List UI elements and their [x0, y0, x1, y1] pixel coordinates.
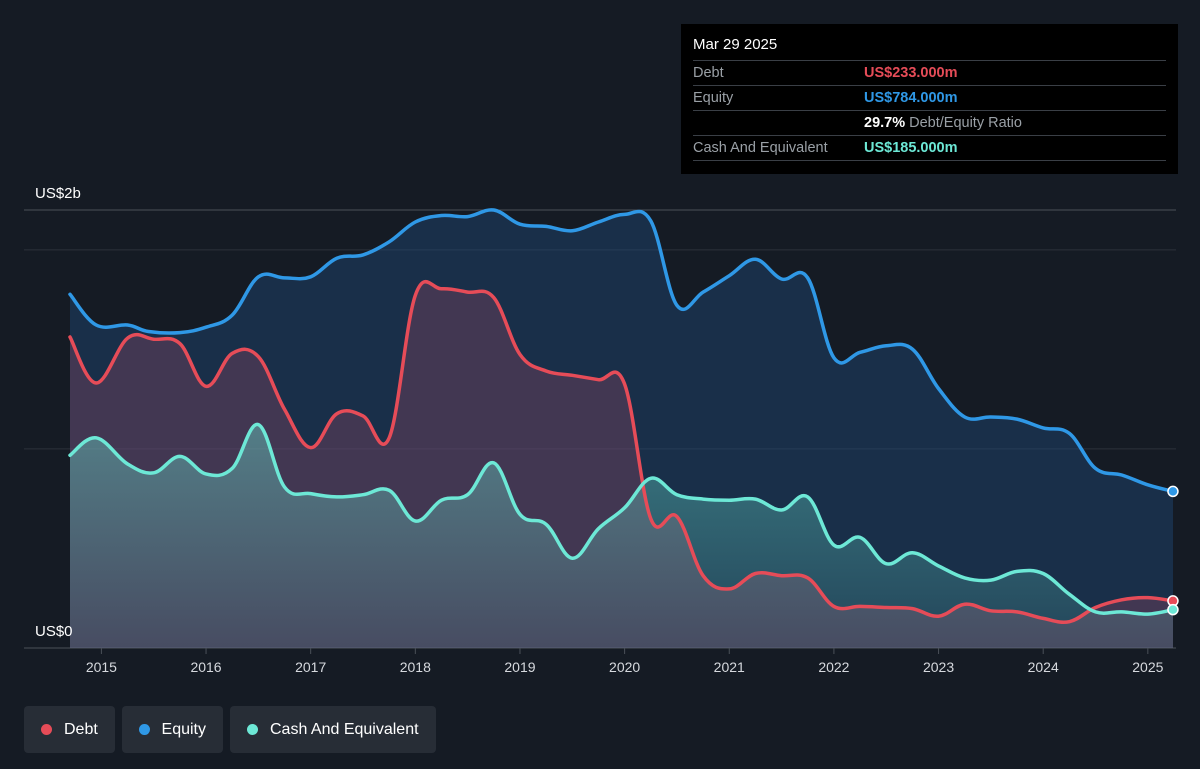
series-layer	[68, 208, 1175, 649]
legend-item-debt[interactable]: Debt	[24, 706, 115, 753]
cash-dot-icon	[247, 724, 258, 735]
x-tick-label: 2020	[609, 659, 640, 675]
x-tick-label: 2024	[1028, 659, 1059, 675]
tooltip-equity-label: Equity	[693, 90, 734, 106]
debt-line	[68, 279, 1175, 625]
equity-dot-icon	[139, 724, 150, 735]
x-tick-label: 2018	[400, 659, 431, 675]
tooltip-debt-label: Debt	[693, 65, 724, 81]
tooltip-debt-value: US$233.000m	[864, 65, 958, 81]
tooltip-cash-value: US$185.000m	[864, 140, 958, 156]
y-axis-top-label: US$2b	[35, 185, 81, 202]
legend-item-equity[interactable]: Equity	[122, 706, 223, 753]
tooltip-date: Mar 29 2025	[693, 36, 778, 53]
cash-area	[70, 424, 1173, 648]
tooltip-row-ratio: 29.7% Debt/Equity Ratio	[693, 110, 1166, 135]
tooltip-equity-value: US$784.000m	[864, 90, 958, 106]
x-tick-label: 2023	[923, 659, 954, 675]
tooltip-row-equity: Equity US$784.000m	[693, 85, 1166, 110]
cash-end-marker	[1167, 603, 1179, 616]
axes: US$2b US$0	[35, 185, 81, 640]
x-axis-ticks: 2015 2016 2017 2018 2019 2020 2021 2022 2023 2024…	[86, 648, 1164, 675]
data-tooltip: Mar 29 2025 Debt US$233.000m Equity US$7…	[681, 24, 1178, 174]
equity-line	[68, 208, 1175, 494]
legend-cash-label: Cash And Equivalent	[270, 720, 419, 738]
x-tick-label: 2022	[818, 659, 849, 675]
tooltip-row-debt: Debt US$233.000m	[693, 60, 1166, 85]
y-axis-bottom-label: US$0	[35, 623, 73, 640]
equity-end-marker	[1167, 485, 1179, 498]
x-tick-label: 2021	[714, 659, 745, 675]
legend-debt-label: Debt	[64, 720, 98, 738]
debt-dot-icon	[41, 724, 52, 735]
x-tick-label: 2019	[504, 659, 535, 675]
legend-equity-label: Equity	[161, 720, 206, 738]
tooltip-ratio-value: 29.7%	[864, 115, 906, 131]
end-markers	[1167, 485, 1179, 616]
cash-line	[68, 422, 1175, 616]
tooltip-row-cash: Cash And Equivalent US$185.000m	[693, 135, 1166, 161]
tooltip-cash-label: Cash And Equivalent	[693, 140, 828, 156]
x-tick-label: 2016	[190, 659, 221, 675]
chart-legend: Debt Equity Cash And Equivalent	[24, 706, 436, 753]
x-tick-label: 2017	[295, 659, 326, 675]
x-tick-label: 2025	[1132, 659, 1163, 675]
debt-equity-chart: US$2b US$0 2015 2016 2017 2018 2019 2020 2021 2…	[24, 185, 1179, 675]
legend-item-cash[interactable]: Cash And Equivalent	[230, 706, 436, 753]
tooltip-ratio-label: Debt/Equity Ratio	[909, 115, 1022, 131]
x-tick-label: 2015	[86, 659, 117, 675]
